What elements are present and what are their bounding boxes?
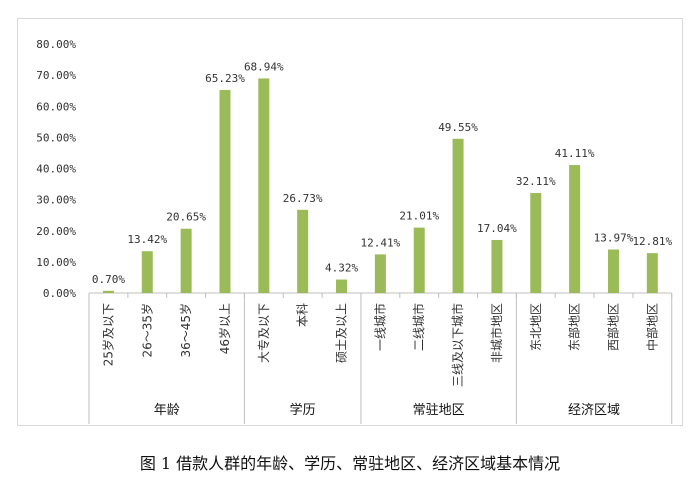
group-label: 常驻地区 [413,403,465,418]
category-label: 26～35岁 [139,303,154,358]
y-tick-label: 50.00% [36,131,76,144]
data-label: 12.41% [361,236,401,249]
category-label: 三线及以下城市 [450,303,465,387]
group-label: 年龄 [154,403,180,418]
category-label: 46岁以上 [217,303,232,354]
category-label: 硕士及以上 [335,303,349,363]
data-label: 0.70% [92,273,125,286]
data-label: 49.55% [438,121,478,134]
data-label: 12.81% [632,235,672,248]
chart-frame: 0.00% 10.00% 20.00% 30.00% 40.00% 50.00% 60.00… [17,18,683,426]
group-label: 经济区域 [568,403,620,418]
bar [297,209,309,293]
data-label: 41.11% [555,147,595,160]
bar [452,138,464,293]
data-label: 32.11% [516,175,556,188]
category-label: 东北地区 [529,303,543,351]
category-label: 非城市地区 [489,303,504,363]
group-label: 学历 [290,402,316,418]
y-tick-label: 60.00% [36,100,76,113]
bar [569,165,581,293]
bar [413,227,425,293]
y-tick-label: 20.00% [36,225,76,238]
y-tick-label: 40.00% [36,163,76,176]
category-label: 25岁及以下 [100,303,115,366]
category-label: 大专及以下 [256,303,271,363]
category-label: 一线城市 [372,303,387,351]
figure-caption: 图 1 借款人群的年龄、学历、常驻地区、经济区域基本情况 [139,454,561,473]
label-layer: 0.70% 13.42% 20.65% 65.23%68.94% 26.73% 4.32%… [92,60,673,285]
bar [141,251,153,293]
bar [646,253,658,293]
data-label: 13.97% [594,232,634,245]
y-tick-label: 80.00% [36,38,76,51]
y-tick-label: 0.00% [43,287,76,300]
category-layer: 25岁及以下 26～35岁 36～45岁 46岁以上 大专及以下 本科 硕士及以上 一线城市 二… [100,303,659,387]
category-label: 中部地区 [644,303,659,351]
data-label: 13.42% [127,233,167,246]
bar-layer [102,78,658,294]
bar [180,228,192,293]
category-label: 东部地区 [567,303,582,351]
bar [607,249,619,293]
y-tick-label: 10.00% [36,256,76,269]
y-tick-label: 70.00% [36,69,76,82]
data-label: 26.73% [283,192,323,205]
category-label: 西部地区 [605,303,620,351]
bar [374,254,386,293]
data-label: 17.04% [477,222,517,235]
data-label: 20.65% [166,211,206,224]
group-layer: 年龄 学历 常驻地区 经济区域 [88,293,673,424]
bar-chart: 0.00% 10.00% 20.00% 30.00% 40.00% 50.00% 60.00… [36,38,673,424]
bar [258,78,270,293]
axis-layer: 0.00% 10.00% 20.00% 30.00% 40.00% 50.00% 60.00… [36,38,673,300]
bar [491,239,503,293]
category-label: 二线城市 [411,303,426,351]
bar [219,89,231,294]
category-label: 本科 [296,303,310,327]
data-label: 68.94% [244,60,284,73]
category-label: 36～45岁 [178,303,193,358]
data-label: 4.32% [325,262,358,275]
y-tick-label: 30.00% [36,194,76,207]
data-label: 21.01% [399,210,439,223]
bar [530,193,542,293]
data-label: 65.23% [205,72,245,85]
bar [102,290,114,293]
bar [336,279,348,293]
